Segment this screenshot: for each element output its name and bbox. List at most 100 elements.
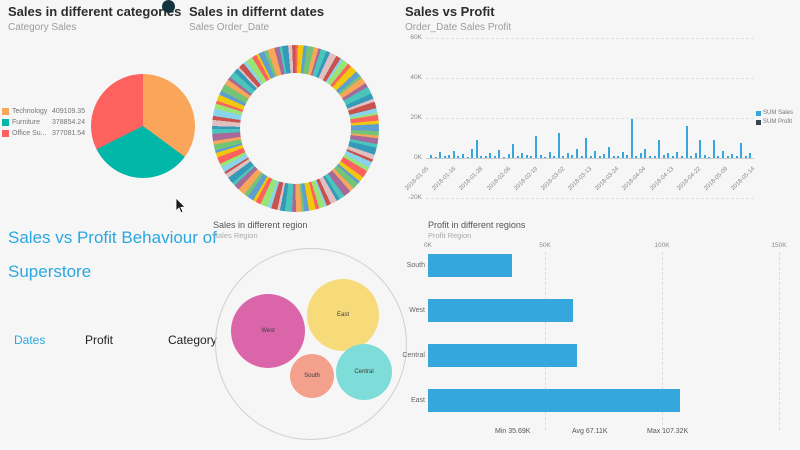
sales-bar[interactable] <box>571 155 574 158</box>
legend-item-office-supplies[interactable]: Office Su... 377081.54 <box>2 130 94 137</box>
region-bubble-central[interactable]: Central <box>336 344 392 400</box>
sales-bar[interactable] <box>539 155 542 158</box>
sales-bar[interactable] <box>644 149 647 158</box>
sales-bar[interactable] <box>649 156 651 158</box>
profit-bar-east[interactable] <box>428 389 680 412</box>
sales-bar[interactable] <box>457 156 460 158</box>
profit-bar-west[interactable] <box>428 299 573 322</box>
tab-category[interactable]: Category <box>168 333 217 347</box>
sales-bar[interactable] <box>708 157 711 158</box>
sales-bar[interactable] <box>726 156 729 158</box>
sales-bar[interactable] <box>530 156 533 158</box>
profit-bar-south[interactable] <box>428 254 512 277</box>
region-bubble-east[interactable]: East <box>307 279 379 351</box>
sales-bar[interactable] <box>498 150 501 158</box>
sales-bar[interactable] <box>630 119 633 158</box>
sales-bar[interactable] <box>576 149 578 158</box>
sales-bar[interactable] <box>690 156 693 158</box>
sales-bar[interactable] <box>548 152 551 158</box>
sales-bar[interactable] <box>603 154 606 158</box>
sales-bar[interactable] <box>521 153 524 158</box>
tab-dates[interactable]: Dates <box>14 333 46 347</box>
bar-row: South <box>407 254 680 277</box>
sales-bar[interactable] <box>493 156 496 158</box>
sales-bar[interactable] <box>662 155 665 158</box>
sales-bar[interactable] <box>580 156 583 158</box>
region-bubble-west[interactable]: West <box>231 294 305 368</box>
sales-bar[interactable] <box>653 156 656 158</box>
legend-item-furniture[interactable]: Furniture 378854.24 <box>2 119 94 126</box>
legend-item-sum-sales[interactable]: SUM Sales <box>756 110 800 116</box>
sales-bar[interactable] <box>516 156 519 158</box>
sales-bar[interactable] <box>585 138 588 158</box>
sales-bar[interactable] <box>744 156 747 158</box>
sales-bar[interactable] <box>484 156 487 158</box>
sales-bar[interactable] <box>722 151 724 158</box>
sales-bar[interactable] <box>626 155 629 158</box>
sales-bars[interactable] <box>430 38 752 158</box>
sales-bar[interactable] <box>671 156 674 158</box>
sales-bar[interactable] <box>443 156 446 158</box>
sales-bar[interactable] <box>553 156 556 158</box>
sales-bar[interactable] <box>534 136 537 158</box>
sales-bar[interactable] <box>448 155 451 158</box>
region-bubble-chart[interactable]: West East South Central <box>215 248 407 440</box>
sales-bar[interactable] <box>699 140 702 158</box>
sales-bar[interactable] <box>676 152 679 158</box>
sales-bar[interactable] <box>731 154 734 158</box>
sales-bar[interactable] <box>557 133 560 158</box>
sales-bar[interactable] <box>639 153 642 158</box>
sales-bar[interactable] <box>434 157 437 158</box>
sales-bar[interactable] <box>594 151 597 158</box>
sales-bar[interactable] <box>617 156 620 158</box>
sales-bar[interactable] <box>461 154 464 158</box>
sales-bar[interactable] <box>658 140 661 158</box>
bar-category-label: South <box>406 262 425 269</box>
sales-bar[interactable] <box>430 155 432 158</box>
sales-bar[interactable] <box>685 126 688 158</box>
y-axis-tick: 0K <box>414 154 422 161</box>
sales-bar[interactable] <box>466 157 469 158</box>
sales-bar[interactable] <box>717 156 720 158</box>
sales-bar[interactable] <box>712 140 715 158</box>
sales-bar[interactable] <box>735 156 738 158</box>
profit-bar-central[interactable] <box>428 344 577 367</box>
sales-bar[interactable] <box>621 152 624 158</box>
sales-bar[interactable] <box>544 157 547 158</box>
sales-bar[interactable] <box>589 156 592 158</box>
sales-bar[interactable] <box>439 152 442 158</box>
sales-bar[interactable] <box>740 143 743 158</box>
sales-bar[interactable] <box>471 149 474 158</box>
sales-bar[interactable] <box>749 153 752 158</box>
sales-bar[interactable] <box>566 153 569 158</box>
tab-profit[interactable]: Profit <box>85 333 114 347</box>
mouse-cursor-icon <box>175 198 186 214</box>
sales-bar[interactable] <box>562 156 565 158</box>
region-bubble-south[interactable]: South <box>290 354 334 398</box>
panel-title: Sales in different region <box>213 220 308 230</box>
sales-bar[interactable] <box>703 155 706 158</box>
legend-item-technology[interactable]: Technology 409109.35 <box>2 108 94 115</box>
category-pie-chart[interactable] <box>91 74 195 178</box>
sales-bar[interactable] <box>452 151 455 158</box>
sales-bar[interactable] <box>503 157 505 158</box>
sales-bar[interactable] <box>525 155 528 158</box>
sales-bar[interactable] <box>612 156 615 158</box>
bar-category-label: West <box>409 307 425 314</box>
sales-bar[interactable] <box>507 154 510 158</box>
sales-bar[interactable] <box>607 147 610 158</box>
sales-bar[interactable] <box>489 153 492 158</box>
sales-bar[interactable] <box>480 156 483 158</box>
panel-title: Sales in different categories <box>8 4 182 19</box>
sales-bar[interactable] <box>694 153 697 158</box>
sales-bar[interactable] <box>680 156 683 158</box>
category-legend: Technology 409109.35 Furniture 378854.24… <box>2 108 94 141</box>
dates-donut-chart[interactable] <box>212 45 379 212</box>
sales-bar[interactable] <box>635 156 638 158</box>
sales-bar[interactable] <box>667 153 670 158</box>
y-axis-tick: 20K <box>410 114 422 121</box>
sales-bar[interactable] <box>475 140 478 158</box>
legend-item-sum-profit[interactable]: SUM Profit <box>756 119 800 125</box>
sales-bar[interactable] <box>512 144 515 158</box>
sales-bar[interactable] <box>598 156 601 158</box>
